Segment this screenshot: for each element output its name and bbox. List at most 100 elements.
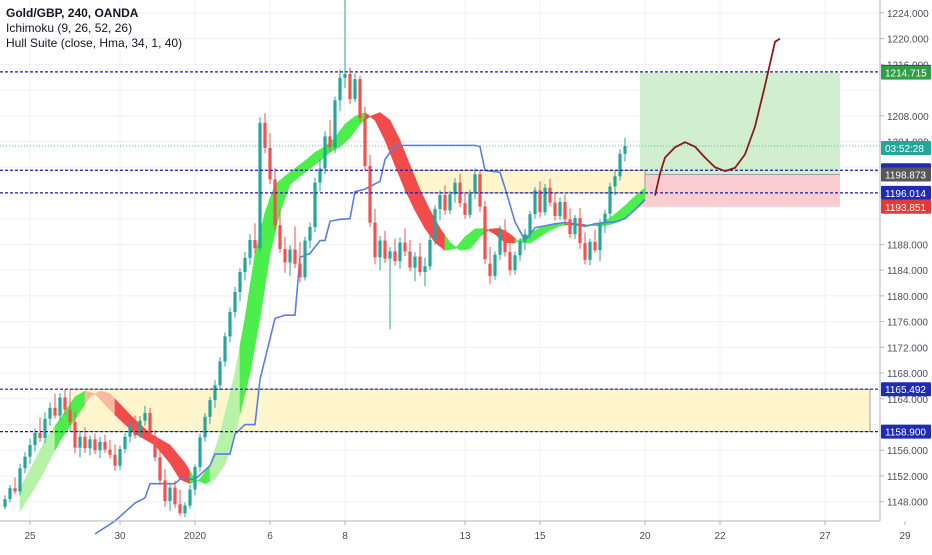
candle-body [338, 77, 342, 101]
hull-suite-segment [179, 456, 186, 482]
candle-body [153, 436, 157, 458]
candle-body [18, 468, 22, 492]
stop-tag-bg [881, 199, 931, 214]
candle-body [508, 252, 512, 271]
ichimoku-legend[interactable]: Ichimoku (9, 26, 52, 26) [6, 21, 133, 35]
hull-suite-segment [474, 228, 481, 244]
x-tick-label: 8 [342, 531, 348, 542]
candle-body [293, 249, 297, 264]
hull-suite-segment [164, 441, 171, 464]
level-tag-bg [881, 185, 931, 200]
hull-suite-segment [309, 151, 316, 170]
level-tag: 1158.900 [885, 428, 926, 439]
symbol-title[interactable]: Gold/GBP, 240, OANDA [6, 6, 139, 20]
hull-suite-segment [184, 462, 191, 485]
candle-body [53, 407, 57, 416]
y-tick-label: 1224.000 [887, 9, 929, 20]
candle-body [8, 488, 12, 500]
y-tick-label: 1208.000 [887, 112, 929, 123]
candle-body [318, 168, 322, 183]
price-axis-bg [880, 0, 932, 550]
candle-body [563, 201, 567, 220]
candle-body [228, 311, 232, 337]
hull-suite-segment [159, 438, 166, 458]
candle-body [13, 488, 17, 492]
hull-suite-segment [249, 254, 256, 374]
candle-body [193, 466, 197, 490]
hull-suite-segment [374, 112, 381, 131]
candle-body [463, 203, 467, 215]
candle-body [323, 136, 327, 169]
candle-body [108, 449, 112, 455]
candle-body [68, 409, 72, 422]
x-tick-label: 30 [114, 531, 126, 542]
target-zone [640, 72, 840, 175]
candle-body [443, 194, 447, 211]
candle-body [618, 153, 622, 177]
candle-body [578, 218, 582, 244]
candle-body [213, 385, 217, 401]
hull-suite-segment [59, 410, 66, 442]
stop-zone [640, 174, 840, 207]
candle-body [423, 266, 427, 273]
hull-suite-segment [449, 241, 456, 250]
candle-body [348, 73, 352, 100]
candle-body [498, 230, 502, 255]
supply-demand-zone [69, 388, 871, 432]
hull-suite-segment [349, 115, 356, 139]
candle-body [603, 213, 607, 224]
candle-body [553, 202, 557, 217]
candle-body [43, 418, 47, 439]
candle-body [113, 454, 117, 466]
hull-suite-segment [254, 233, 261, 346]
candle-body [333, 100, 337, 148]
hull-suite-segment [214, 434, 221, 481]
level-tag: 1196.014 [885, 189, 926, 200]
candle-body [543, 187, 547, 213]
y-tick-label: 1180.000 [887, 292, 928, 303]
candle-body [148, 412, 152, 437]
candle-body [283, 248, 287, 263]
candle-body [418, 256, 422, 273]
hull-suite-segment [564, 223, 571, 226]
y-tick-label: 1220.000 [887, 35, 929, 46]
candle-body [138, 420, 142, 436]
x-tick-label: 13 [459, 531, 471, 542]
candle-body [468, 193, 472, 215]
candle-body [183, 505, 187, 514]
candle-body [383, 240, 387, 259]
candle-body [123, 436, 127, 449]
x-tick-label: 6 [267, 531, 273, 542]
candle-body [358, 79, 362, 119]
candle-body [73, 421, 77, 448]
candle-body [403, 242, 407, 252]
candle-body [38, 432, 42, 439]
candle-body [168, 487, 172, 502]
forecast-path [654, 37, 781, 196]
candle-body [298, 263, 302, 278]
candle-body [63, 397, 67, 410]
candle-body [173, 487, 177, 505]
candle-body [48, 407, 52, 419]
x-tick-label: 15 [534, 531, 546, 542]
candle-body [203, 416, 207, 438]
y-tick-label: 1172.000 [887, 343, 928, 354]
x-tick-label: 22 [714, 531, 726, 542]
candle-body [588, 241, 592, 260]
candle-body [513, 255, 517, 271]
chart-legend: Gold/GBP, 240, OANDA Ichimoku (9, 26, 52… [6, 6, 182, 51]
candle-body [163, 480, 167, 502]
candle-body [528, 214, 532, 235]
candle-body [433, 209, 437, 240]
candle-body [573, 218, 577, 235]
candle-body [393, 251, 397, 262]
y-tick-label: 1168.000 [887, 369, 928, 380]
hull-suite-segment [29, 459, 36, 497]
x-tick-label: 20 [639, 531, 651, 542]
hull-suite-segment [244, 286, 251, 394]
hull-suite-legend[interactable]: Hull Suite (close, Hma, 34, 1, 40) [6, 36, 183, 50]
x-tick-label: 25 [24, 531, 36, 542]
y-tick-label: 1164.000 [887, 395, 928, 406]
